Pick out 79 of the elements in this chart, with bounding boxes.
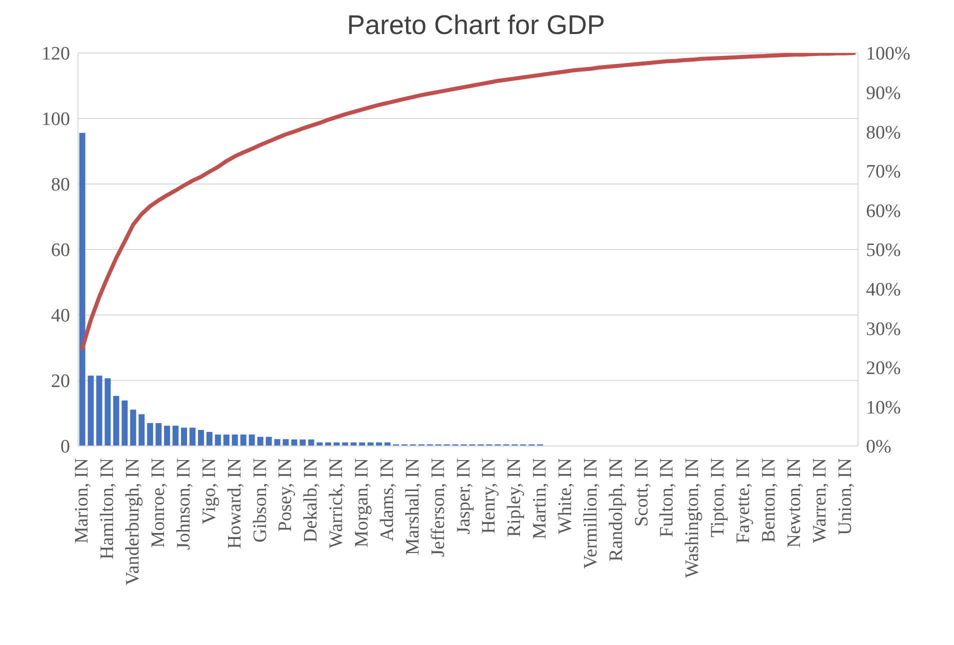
y2-tick-label: 100%: [866, 44, 910, 65]
x-tick-label: Warrick, IN: [326, 458, 348, 548]
x-tick-label: Warren, IN: [809, 458, 830, 543]
bar: [198, 430, 204, 446]
y2-tick-label: 80%: [866, 122, 901, 144]
x-tick-label: Ripley, IN: [504, 458, 526, 537]
y2-tick-label: 90%: [866, 83, 901, 104]
bar: [104, 378, 111, 446]
x-tick-label: White, IN: [555, 458, 576, 534]
bar: [206, 432, 212, 446]
x-tick-label: Adams, IN: [376, 458, 398, 542]
bar: [248, 434, 255, 446]
x-tick-label: Washington, IN: [682, 458, 704, 578]
bar: [138, 414, 145, 446]
y2-tick-label: 40%: [866, 280, 901, 301]
y2-tick-label: 10%: [866, 397, 901, 418]
x-tick-label: Martin, IN: [530, 458, 551, 540]
bar: [274, 439, 280, 446]
y-tick-label: 100: [42, 109, 70, 130]
bar: [232, 434, 238, 446]
bar: [240, 434, 246, 446]
y-tick-label: 120: [42, 44, 70, 65]
bar: [113, 396, 120, 446]
x-tick-label: Benton, IN: [758, 458, 780, 542]
x-tick-label: Randolph, IN: [606, 458, 627, 562]
x-tick-label: Posey, IN: [275, 458, 296, 532]
x-tick-label: Newton, IN: [784, 458, 805, 548]
x-tick-label: Hamilton, IN: [97, 458, 118, 560]
x-tick-label: Jefferson, IN: [428, 458, 449, 557]
x-tick-label: Johnson, IN: [173, 458, 194, 550]
x-tick-label: Gibson, IN: [250, 458, 271, 542]
y2-tick-label: 50%: [866, 240, 901, 262]
x-tick-label: Vermillion, IN: [580, 458, 602, 569]
y2-tick-label: 0%: [866, 436, 892, 458]
x-tick-label: Scott, IN: [631, 458, 652, 527]
x-tick-label: Fayette, IN: [733, 458, 754, 544]
bar: [79, 132, 86, 446]
chart-title: Pareto Chart for GDP: [346, 10, 606, 41]
y2-tick-label: 20%: [866, 358, 901, 380]
bar: [257, 436, 264, 446]
y-tick-label: 40: [51, 306, 70, 327]
x-tick-label: Morgan, IN: [352, 458, 373, 548]
bar: [282, 439, 289, 446]
bar: [291, 439, 298, 446]
line-series: [80, 53, 856, 351]
y2-tick-label: 70%: [866, 162, 901, 183]
x-tick-label: Marshall, IN: [402, 458, 424, 556]
x-tick-label: Fulton, IN: [656, 458, 678, 538]
x-tick-label: Tipton, IN: [708, 458, 729, 538]
x-tick-label: Marion, IN: [72, 458, 93, 544]
y-tick-label: 20: [51, 371, 70, 392]
bar: [181, 428, 188, 446]
y-tick-label: 0: [60, 436, 70, 458]
bar: [164, 426, 170, 446]
bar: [308, 439, 314, 446]
bar: [300, 439, 306, 446]
bar: [266, 436, 272, 446]
bar: [122, 400, 128, 446]
bar: [189, 428, 196, 446]
bar: [147, 423, 154, 446]
x-tick-label: Vigo, IN: [198, 458, 220, 524]
bar: [88, 376, 94, 446]
bar: [130, 410, 136, 446]
x-tick-label: Vanderburgh, IN: [122, 458, 144, 586]
x-tick-label: Monroe, IN: [148, 458, 170, 548]
bar: [223, 434, 230, 446]
y-tick-label: 60: [51, 240, 70, 262]
y2-tick-label: 60%: [866, 200, 901, 222]
x-tick-label: Jasper, IN: [453, 458, 474, 534]
y-tick-label: 80: [51, 174, 70, 196]
bar: [214, 434, 221, 446]
bar: [172, 426, 179, 446]
x-tick-label: Henry, IN: [478, 458, 500, 534]
bar: [96, 376, 102, 446]
bar: [156, 423, 162, 446]
x-tick-label: Union, IN: [834, 458, 856, 536]
x-tick-label: Howard, IN: [224, 458, 246, 549]
x-tick-label: Dekalb, IN: [300, 458, 322, 542]
y2-tick-label: 30%: [866, 318, 901, 340]
